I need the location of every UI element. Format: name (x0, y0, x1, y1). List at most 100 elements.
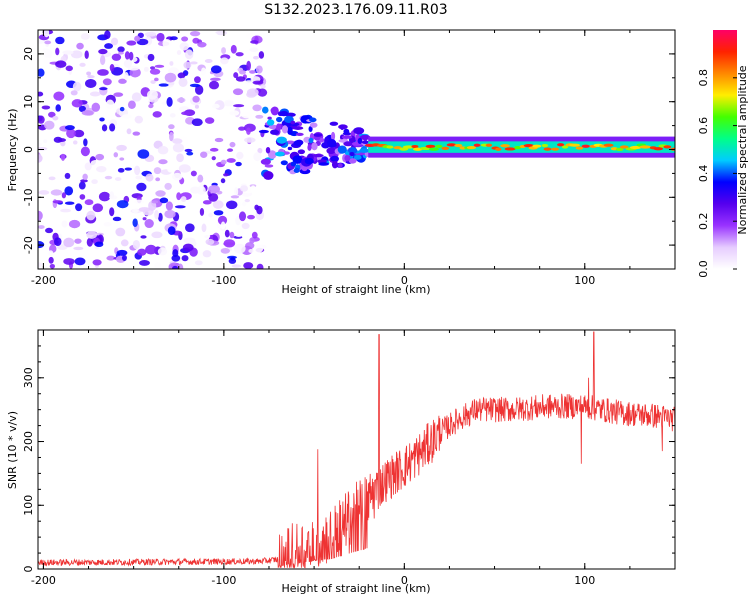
spectrogram-carrier-peak (561, 145, 569, 149)
spectrogram-noise-blob (79, 62, 86, 67)
spectrogram-noise-blob (159, 197, 169, 204)
spectrogram-noise-blob (151, 231, 163, 239)
spectrogram-noise-blob (223, 101, 235, 107)
spectrogram-noise-blob (87, 61, 92, 71)
spectrogram-noise-blob (169, 113, 176, 118)
spectrogram-noise-blob (227, 148, 234, 152)
spectrogram-noise-blob (134, 35, 141, 42)
spectrogram-noise-blob (157, 247, 168, 256)
spectrogram-noise-blob (181, 111, 191, 116)
spectrogram-noise-blob (164, 72, 177, 83)
spectrogram-noise-blob (86, 71, 92, 76)
spectrogram-noise-blob (223, 173, 229, 177)
colorbar: 0.0 0.2 0.4 0.6 0.8 Normalized spectral ampl… (697, 30, 749, 278)
colorbar-label: Normalized spectral amplitude (736, 65, 749, 234)
spectrogram-noise-blob (210, 65, 222, 74)
spectrogram-noise-blob (50, 189, 63, 196)
spectrogram-noise-blob (154, 64, 165, 68)
spectrogram-noise-blob (140, 235, 147, 239)
spectrogram-noise-blob (146, 89, 158, 100)
spectrogram-noise-blob (63, 258, 75, 265)
spectrogram-noise-blob (154, 210, 159, 220)
spectrogram-transition-blob (337, 163, 343, 168)
spectrogram-noise-blob (248, 249, 254, 253)
spectrogram-noise-blob (209, 80, 220, 90)
spectrogram-noise-blob (44, 120, 55, 130)
spectrogram-transition-blob (340, 124, 345, 131)
spectrogram-noise-blob (168, 124, 175, 130)
spectrogram-noise-blob (211, 103, 220, 109)
spectrogram-noise-blob (38, 68, 45, 77)
spectrogram-noise-blob (85, 78, 97, 88)
spectrogram-noise-blob (126, 40, 137, 46)
spectrogram-noise-blob (169, 131, 174, 142)
spectrogram-carrier-peak (435, 144, 443, 148)
spectrogram-noise-blob (232, 88, 244, 96)
spectrogram-carrier-peak (653, 147, 664, 151)
spectrogram-carrier-peak (629, 145, 642, 150)
spectrogram-noise-blob (251, 231, 258, 239)
spectrogram-noise-blob (189, 61, 198, 65)
spectrogram-noise-blob (96, 165, 107, 173)
spectrogram-noise-blob (218, 181, 228, 187)
spectrogram-noise-blob (132, 239, 140, 250)
spectrogram-noise-blob (42, 48, 49, 52)
spectrogram-noise-blob (155, 177, 161, 182)
spectrogram-noise-blob (112, 216, 122, 222)
spectrogram-noise-blob (115, 227, 126, 237)
spectrogram-transition-blob (293, 167, 300, 173)
spectrogram-noise-blob (172, 265, 179, 269)
spectrogram-noise-blob (120, 239, 129, 247)
spectrogram-transition-blob (258, 129, 269, 134)
spectrogram-noise-blob (179, 136, 189, 146)
spectrogram-noise-blob (241, 222, 250, 230)
spectrogram-transition-blob (280, 160, 288, 166)
spectrogram-noise-blob (83, 138, 88, 147)
spectrogram-transition-blob (311, 142, 318, 151)
colorbar-tick-label: 0.2 (697, 212, 710, 230)
spectrogram-noise-blob (194, 260, 203, 266)
spectrogram-noise-blob (113, 92, 124, 97)
spectrogram-noise-blob (48, 250, 54, 257)
spectrogram-noise-blob (172, 143, 184, 153)
spectrogram-noise-blob (258, 51, 265, 59)
colorbar-ticks: 0.0 0.2 0.4 0.6 0.8 (697, 69, 737, 278)
spectrogram-transition-blob (361, 140, 370, 145)
spectrogram-transition-blob (279, 110, 289, 117)
snr-ytick-label: 0 (22, 566, 35, 573)
spectrogram-noise-blob (158, 83, 169, 87)
spectrogram-noise-blob (48, 176, 56, 181)
spectrogram-noise-blob (57, 138, 67, 142)
spectrogram-noise-blob (149, 68, 161, 75)
spectrogram-carrier-peak (500, 144, 510, 148)
spectrogram-noise-blob (118, 51, 124, 55)
spectrogram-noise-blob (73, 246, 84, 251)
spectrogram-carrier-peak (603, 143, 614, 147)
spectrogram-noise-blob (226, 158, 236, 163)
spectrogram-ytick-label: -10 (22, 188, 35, 206)
spectrogram-ytick-label: -20 (22, 236, 35, 254)
spectrogram-noise-blob (89, 91, 101, 97)
spectrogram-transition-blob (329, 121, 339, 126)
spectrogram-carrier-peak (495, 147, 502, 151)
spectrogram-noise-blob (84, 199, 94, 206)
colorbar-tick-label: 0.0 (697, 260, 710, 278)
spectrogram-noise-blob (220, 159, 227, 165)
spectrogram-transition-blob (344, 154, 351, 162)
spectrogram-noise-blob (250, 185, 256, 193)
spectrogram-noise-blob (167, 166, 174, 173)
spectrogram-transition-blob (313, 133, 323, 137)
spectrogram-noise-blob (103, 222, 112, 227)
spectrogram-noise-blob (246, 127, 251, 135)
spectrogram-noise-blob (134, 115, 144, 124)
snr-ytick-label: 100 (22, 495, 35, 516)
spectrogram-transition-blob (266, 119, 275, 126)
spectrogram-noise-blob (189, 31, 201, 37)
spectrogram-transition-blob (318, 162, 330, 166)
snr-ytick-label: 300 (22, 367, 35, 388)
spectrogram-noise-blob (180, 196, 187, 202)
spectrogram-noise-blob (208, 185, 221, 194)
spectrogram-marks (38, 30, 675, 269)
spectrogram-noise-blob (38, 190, 50, 195)
